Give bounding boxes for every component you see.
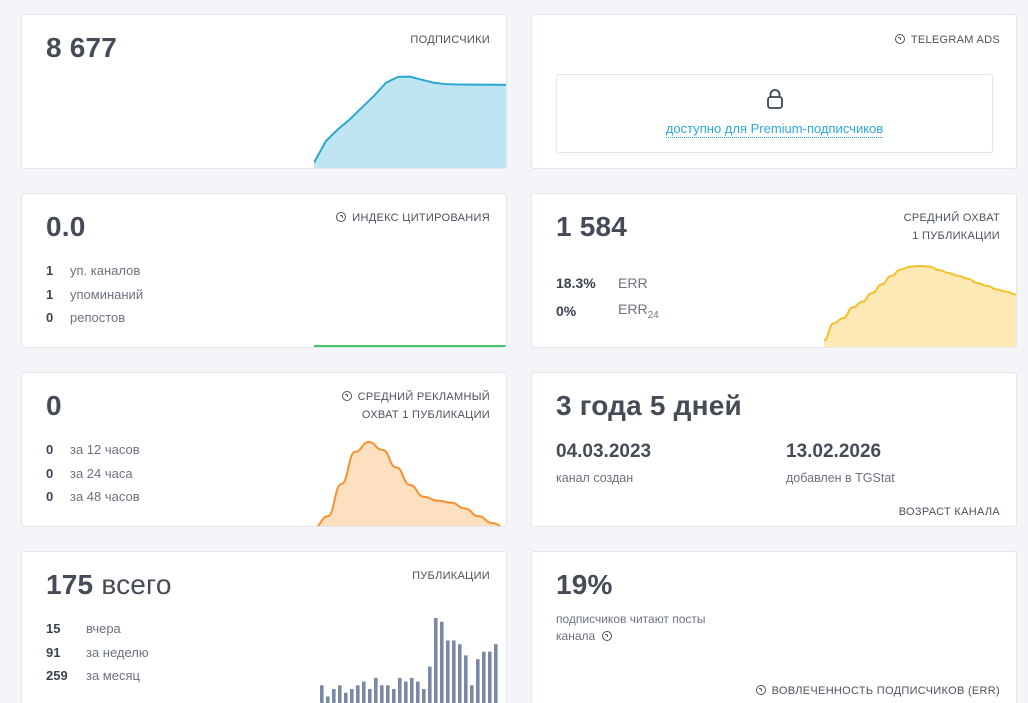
publication-bar <box>350 689 354 703</box>
publication-bar <box>344 692 348 703</box>
publication-bar <box>446 640 450 703</box>
stat-row: 0 за 12 часов <box>46 442 140 458</box>
citation-stats: 1 уп. каналов 1 упоминаний 0 репостов <box>46 259 143 330</box>
stat-row: 0 за 24 часа <box>46 465 133 481</box>
publication-bar <box>320 685 324 703</box>
publication-bar <box>380 685 384 703</box>
stat-row: 259 за месяц <box>46 668 140 684</box>
added-caption: добавлен в TGStat <box>786 471 895 485</box>
average-reach-chart <box>824 264 1016 347</box>
ad-reach-label: СРЕДНИЙ РЕКЛАМНЫЙ ОХВАТ 1 ПУБЛИКАЦИИ <box>341 388 490 424</box>
publications-stats: 15 вчера 91 за неделю 259 за месяц <box>46 617 149 688</box>
publication-bar <box>440 621 444 703</box>
stat-row: 0 за 48 часов <box>46 489 140 505</box>
publication-bar <box>338 685 342 703</box>
subscribers-chart <box>314 75 506 168</box>
engagement-value: 19% <box>556 569 613 600</box>
chart-area-fill <box>824 265 1016 347</box>
help-circle-icon <box>336 212 347 222</box>
publication-bar <box>470 685 474 703</box>
err-row: 18.3% ERR <box>556 275 648 291</box>
publications-chart <box>320 618 498 703</box>
publication-bar <box>494 644 498 703</box>
publication-bar <box>410 677 414 703</box>
citation-index-card[interactable]: 0.0 ИНДЕКС ЦИТИРОВАНИЯ 1 уп. каналов 1 упо… <box>21 193 507 348</box>
average-reach-label: СРЕДНИЙ ОХВАТ 1 ПУБЛИКАЦИИ <box>903 212 1000 242</box>
channel-age-card: 3 года 5 дней 04.03.2023 канал создан 13… <box>531 372 1017 527</box>
channel-age-value: 3 года 5 дней <box>556 390 742 421</box>
publication-bar <box>488 651 492 703</box>
publication-bar <box>434 618 438 703</box>
publication-bar <box>368 689 372 703</box>
telegram-ads-card: TELEGRAM ADS доступно для Premium-подпис… <box>531 14 1017 169</box>
ad-reach-value: 0 <box>46 390 62 421</box>
publication-bar <box>332 689 336 703</box>
stat-row: 0 репостов <box>46 310 126 326</box>
stat-row: 1 уп. каналов <box>46 263 141 279</box>
average-reach-card[interactable]: 1 584 СРЕДНИЙ ОХВАТ 1 ПУБЛИКАЦИИ 18.3% ERR… <box>531 193 1017 348</box>
citation-index-label: ИНДЕКС ЦИТИРОВАНИЯ <box>336 209 490 227</box>
telegram-ads-label: TELEGRAM ADS <box>894 31 1000 49</box>
help-circle-icon[interactable] <box>601 631 612 641</box>
publication-bar <box>326 696 330 703</box>
ad-reach-stats: 0 за 12 часов 0 за 24 часа 0 за 48 часов <box>46 438 140 509</box>
lock-icon <box>767 89 783 109</box>
engagement-description: подписчиков читают посты канала <box>556 612 706 643</box>
stat-row: 1 упоминаний <box>46 286 144 302</box>
publication-bar <box>398 677 402 703</box>
publication-bar <box>386 685 390 703</box>
subscribers-count: 8 677 <box>46 32 118 63</box>
publication-bar <box>404 681 408 703</box>
publication-bar <box>458 644 462 703</box>
publication-bar <box>482 651 486 703</box>
publication-bar <box>476 659 480 703</box>
publication-bar <box>464 655 468 703</box>
publication-bar <box>416 681 420 703</box>
publication-bar <box>356 685 360 703</box>
engagement-card[interactable]: 19% подписчиков читают посты канала ВОВЛЕ… <box>531 551 1017 703</box>
created-date: 04.03.2023 <box>556 441 652 462</box>
stat-row: 15 вчера <box>46 621 121 637</box>
citation-chart <box>314 345 506 347</box>
citation-index-value: 0.0 <box>46 211 86 242</box>
chart-area-fill <box>318 442 500 526</box>
publication-bar <box>362 681 366 703</box>
ad-reach-chart <box>316 440 502 526</box>
err24-row: 0% ERR24 <box>556 301 659 321</box>
created-caption: канал создан <box>556 471 634 485</box>
publication-bar <box>374 677 378 703</box>
added-date: 13.02.2026 <box>786 441 882 462</box>
stat-row: 91 за неделю <box>46 644 149 660</box>
publications-total: 175 всего <box>46 569 172 600</box>
help-circle-icon <box>755 685 766 695</box>
chart-series-line <box>314 75 506 164</box>
premium-lock-box[interactable]: доступно для Premium-подписчиков <box>556 74 993 153</box>
average-reach-value: 1 584 <box>556 211 628 242</box>
chart-area-fill <box>314 76 506 168</box>
publication-bar <box>428 666 432 703</box>
publication-bar <box>422 689 426 703</box>
channel-age-label: ВОЗРАСТ КАНАЛА <box>898 506 1000 518</box>
subscribers-card[interactable]: 8 677 ПОДПИСЧИКИ <box>21 14 507 169</box>
publication-bar <box>452 640 456 703</box>
chart-series-line <box>824 264 1016 342</box>
help-circle-icon <box>894 34 905 44</box>
chart-series-line <box>316 440 502 526</box>
engagement-label: ВОВЛЕЧЕННОСТЬ ПОДПИСЧИКОВ (ERR) <box>755 682 1000 700</box>
publication-bar <box>392 689 396 703</box>
premium-link[interactable]: доступно для Premium-подписчиков <box>665 121 884 138</box>
subscribers-label: ПОДПИСЧИКИ <box>410 34 490 46</box>
publications-card[interactable]: 175 всего ПУБЛИКАЦИИ 15 вчера 91 за неделю… <box>21 551 507 703</box>
help-circle-icon <box>341 391 352 401</box>
publications-label: ПУБЛИКАЦИИ <box>412 570 490 582</box>
